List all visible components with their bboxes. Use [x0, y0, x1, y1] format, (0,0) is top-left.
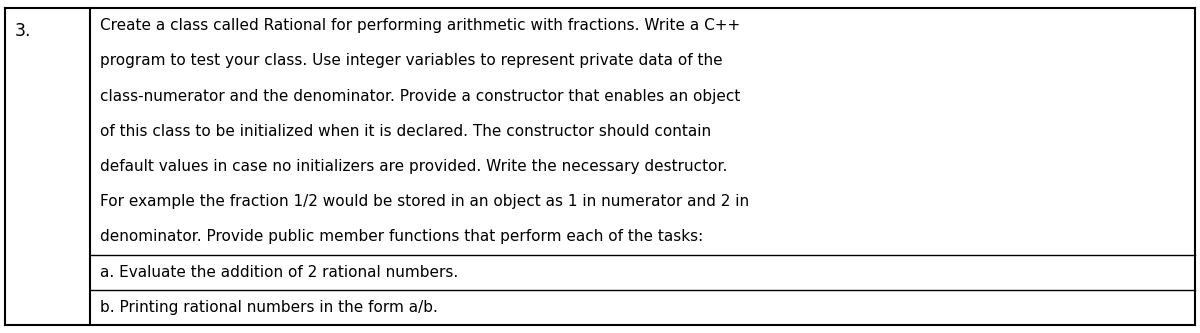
Text: For example the fraction 1/2 would be stored in an object as 1 in numerator and : For example the fraction 1/2 would be st… [100, 194, 749, 209]
Text: default values in case no initializers are provided. Write the necessary destruc: default values in case no initializers a… [100, 159, 727, 174]
Text: of this class to be initialized when it is declared. The constructor should cont: of this class to be initialized when it … [100, 124, 712, 139]
Text: Create a class called Rational for performing arithmetic with fractions. Write a: Create a class called Rational for perfo… [100, 18, 740, 33]
Text: b. Printing rational numbers in the form a/b.: b. Printing rational numbers in the form… [100, 300, 438, 315]
Text: 3.: 3. [14, 22, 31, 40]
Text: denominator. Provide public member functions that perform each of the tasks:: denominator. Provide public member funct… [100, 229, 703, 244]
Text: class-numerator and the denominator. Provide a constructor that enables an objec: class-numerator and the denominator. Pro… [100, 89, 740, 104]
Text: a. Evaluate the addition of 2 rational numbers.: a. Evaluate the addition of 2 rational n… [100, 265, 458, 280]
Text: program to test your class. Use integer variables to represent private data of t: program to test your class. Use integer … [100, 53, 722, 68]
